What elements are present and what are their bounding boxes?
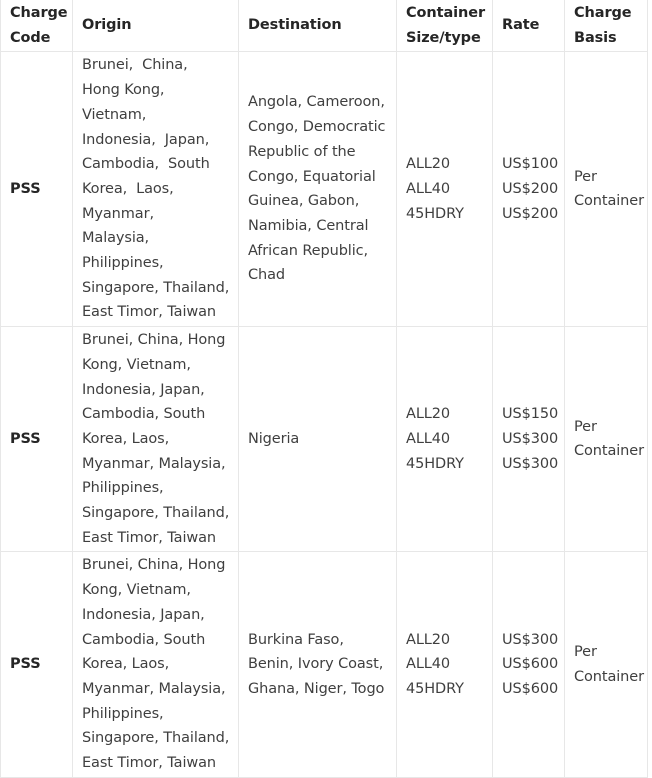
charge-basis-cell: Per Container xyxy=(564,551,648,778)
rate-cell: US$100 US$200 US$200 xyxy=(492,51,565,328)
header-row: Charge Code Origin Destination Container… xyxy=(0,0,648,53)
destination-cell: Burkina Faso, Benin, Ivory Coast, Ghana,… xyxy=(238,551,397,778)
col-header-container-size-type: Container Size/type xyxy=(396,0,493,53)
destination-cell: Nigeria xyxy=(238,326,397,553)
table-row: PSS Brunei, China, Hong Kong, Vietnam, I… xyxy=(0,551,648,778)
container-size-cell: ALL20 ALL40 45HDRY xyxy=(396,551,493,778)
origin-cell: Brunei, China, Hong Kong, Vietnam, Indon… xyxy=(72,326,239,553)
origin-cell: Brunei, China, Hong Kong, Vietnam, Indon… xyxy=(72,551,239,778)
table-row: PSS Brunei, China, Hong Kong, Vietnam, I… xyxy=(0,51,648,328)
col-header-charge-code: Charge Code xyxy=(0,0,73,53)
charge-code-cell: PSS xyxy=(0,326,73,553)
table-header: Charge Code Origin Destination Container… xyxy=(0,0,648,53)
rate-cell: US$150 US$300 US$300 xyxy=(492,326,565,553)
origin-cell: Brunei, China, Hong Kong, Vietnam, Indon… xyxy=(72,51,239,328)
charge-code-cell: PSS xyxy=(0,51,73,328)
rate-cell: US$300 US$600 US$600 xyxy=(492,551,565,778)
charge-code-cell: PSS xyxy=(0,551,73,778)
table-body: PSS Brunei, China, Hong Kong, Vietnam, I… xyxy=(0,51,648,778)
destination-cell: Angola, Cameroon, Congo, Democratic Repu… xyxy=(238,51,397,328)
table-row: PSS Brunei, China, Hong Kong, Vietnam, I… xyxy=(0,326,648,553)
col-header-charge-basis: Charge Basis xyxy=(564,0,648,53)
charge-basis-cell: Per Container xyxy=(564,326,648,553)
col-header-destination: Destination xyxy=(238,0,397,53)
col-header-origin: Origin xyxy=(72,0,239,53)
container-size-cell: ALL20 ALL40 45HDRY xyxy=(396,326,493,553)
col-header-rate: Rate xyxy=(492,0,565,53)
container-size-cell: ALL20 ALL40 45HDRY xyxy=(396,51,493,328)
charge-basis-cell: Per Container xyxy=(564,51,648,328)
